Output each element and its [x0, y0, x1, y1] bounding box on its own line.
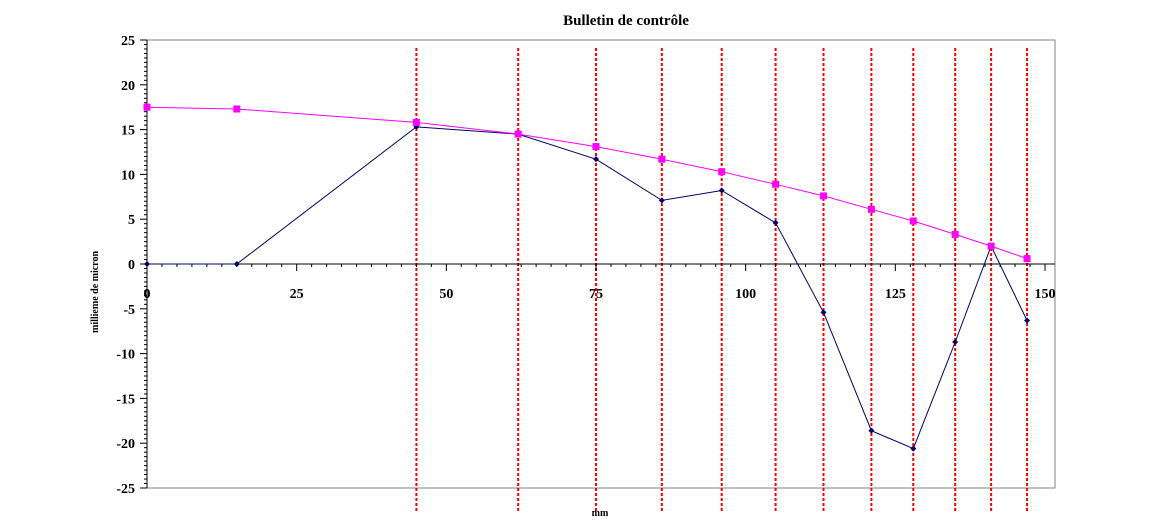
data-point	[233, 261, 240, 267]
x-axis-label: mm	[592, 508, 609, 519]
data-point	[718, 187, 725, 194]
data-point	[658, 197, 665, 204]
data-point	[820, 309, 827, 316]
x-tick-label: 150	[1035, 287, 1056, 302]
y-tick-label: 5	[128, 213, 135, 228]
y-tick-label: -25	[116, 482, 135, 497]
x-tick-label: 100	[735, 287, 756, 302]
data-point	[718, 168, 726, 176]
series-line	[147, 126, 1028, 450]
y-tick-label: -20	[116, 437, 135, 452]
series-layer	[143, 103, 1031, 452]
data-point	[658, 155, 666, 163]
chart-title: Bulletin de contrôle	[563, 13, 689, 29]
x-tick-label: 50	[439, 287, 453, 302]
data-point	[514, 130, 522, 138]
vertical-marker-layer	[415, 48, 1029, 512]
data-point	[1023, 255, 1031, 263]
y-tick-label: -15	[116, 392, 135, 407]
y-tick-label: 25	[121, 34, 135, 49]
data-point	[592, 143, 600, 151]
data-point	[952, 338, 959, 345]
data-point	[233, 105, 241, 113]
data-point	[868, 427, 875, 434]
x-tick-label: 75	[589, 287, 603, 302]
data-point	[412, 118, 420, 126]
data-point	[819, 192, 827, 200]
data-point	[910, 445, 917, 452]
data-point	[144, 261, 150, 267]
series-line	[146, 106, 1028, 260]
y-tick-label: -10	[116, 348, 135, 363]
y-axis-label: millieme de micron	[90, 251, 101, 333]
data-point	[909, 217, 917, 225]
y-tick-label: 15	[121, 124, 135, 139]
data-point	[987, 242, 995, 250]
y-tick-label: -5	[123, 303, 135, 318]
x-tick-label: 125	[885, 287, 906, 302]
data-point	[867, 205, 875, 213]
x-tick-label: 25	[290, 287, 304, 302]
data-point	[593, 156, 599, 163]
y-tick-label: 0	[128, 258, 135, 273]
data-point	[143, 103, 151, 111]
data-point	[1024, 317, 1031, 324]
data-point	[772, 219, 779, 226]
x-tick-label: 0	[144, 287, 151, 302]
y-tick-label: 10	[121, 168, 135, 183]
data-point	[951, 230, 959, 238]
y-tick-label: 20	[121, 79, 135, 94]
data-point	[772, 180, 780, 188]
